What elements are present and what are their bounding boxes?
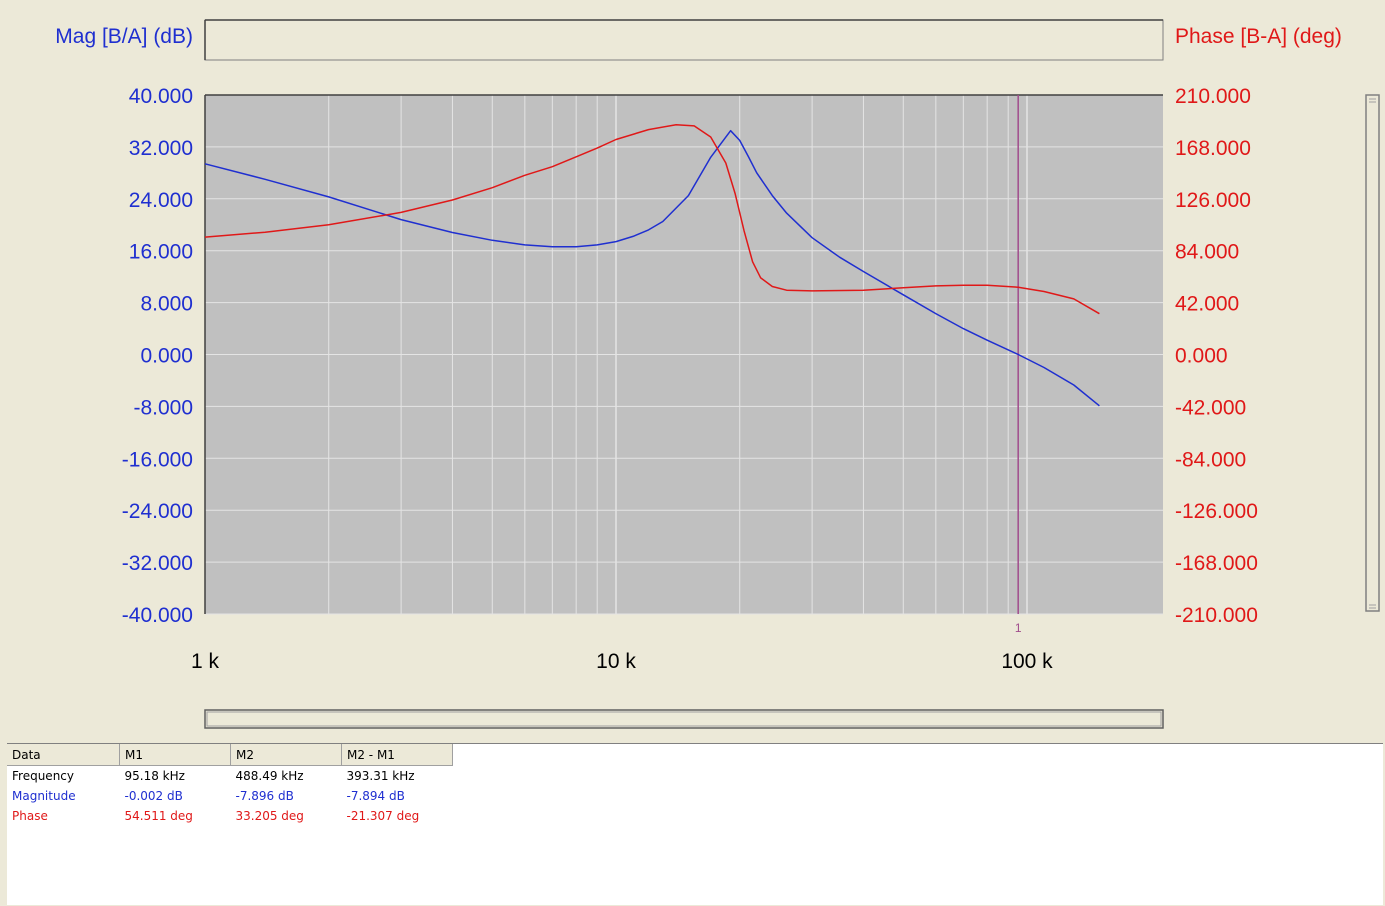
series-line-magnitude <box>204 129 1100 407</box>
header-diff[interactable]: M2 - M1 <box>341 744 453 766</box>
header-data[interactable]: Data <box>7 744 120 766</box>
grid-horizontal <box>205 146 1163 615</box>
row-label: Frequency <box>12 769 74 783</box>
y-left-tick-label: 16.000 <box>129 241 193 264</box>
row-label: Magnitude <box>12 789 76 803</box>
table-row: Frequency 95.18 kHz 488.49 kHz 393.31 kH… <box>7 766 453 787</box>
cell-m2: 488.49 kHz <box>235 769 304 783</box>
cell-m1: 54.511 deg <box>124 809 193 823</box>
header-m2[interactable]: M2 <box>230 744 342 766</box>
y-left-tick-label: 40.000 <box>129 85 193 108</box>
y-left-axis-title: Mag [B/A] (dB) <box>55 25 193 48</box>
table-row: Magnitude -0.002 dB -7.896 dB -7.894 dB <box>7 786 453 806</box>
horizontal-scrollbar-thumb[interactable] <box>206 711 1162 727</box>
y-right-tick-label: -126.000 <box>1175 500 1258 523</box>
series-layer <box>204 123 1100 407</box>
row-label: Phase <box>12 809 48 823</box>
y-left-tick-label: -24.000 <box>122 500 193 523</box>
x-tick-labels: 1 k 10 k 100 k <box>191 650 1053 673</box>
header-m1[interactable]: M1 <box>119 744 231 766</box>
y-right-tick-label: -84.000 <box>1175 448 1246 471</box>
cell-m1: -0.002 dB <box>124 789 183 803</box>
y-left-tick-label: -8.000 <box>133 396 193 419</box>
y-right-tick-labels: 210.000 168.000 126.000 84.000 42.000 0.000 -4… <box>1175 85 1258 627</box>
y-left-tick-label: 24.000 <box>129 189 193 212</box>
x-tick-label: 100 k <box>1001 650 1053 673</box>
vertical-scrollbar[interactable] <box>1365 94 1380 612</box>
cell-m2: 33.205 deg <box>235 809 304 823</box>
marker-data-table: Data M1 M2 M2 - M1 Frequency 95.18 kHz 4… <box>7 744 453 826</box>
y-left-tick-label: 8.000 <box>140 293 193 316</box>
y-right-tick-label: 168.000 <box>1175 137 1251 160</box>
cell-diff: -7.894 dB <box>346 789 405 803</box>
table-row: Phase 54.511 deg 33.205 deg -21.307 deg <box>7 806 453 826</box>
y-left-tick-label: 0.000 <box>140 345 193 368</box>
series-line-phase <box>204 123 1100 315</box>
y-left-tick-label: -32.000 <box>122 552 193 575</box>
y-left-tick-label: -16.000 <box>122 448 193 471</box>
bode-plot: Mag [B/A] (dB) Phase [B-A] (deg) 40.000 3… <box>55 19 1380 729</box>
y-right-tick-label: 84.000 <box>1175 241 1239 264</box>
cell-m2: -7.896 dB <box>235 789 294 803</box>
y-right-tick-label: 126.000 <box>1175 189 1251 212</box>
y-left-tick-label: 32.000 <box>129 137 193 160</box>
y-right-tick-label: 210.000 <box>1175 85 1251 108</box>
cell-m1: 95.18 kHz <box>124 769 185 783</box>
y-right-tick-label: -42.000 <box>1175 396 1246 419</box>
y-right-tick-label: 0.000 <box>1175 345 1228 368</box>
y-right-tick-label: -210.000 <box>1175 604 1258 627</box>
y-right-tick-label: -168.000 <box>1175 552 1258 575</box>
y-right-axis-title: Phase [B-A] (deg) <box>1175 25 1342 48</box>
marker-data-panel: Data M1 M2 M2 - M1 Frequency 95.18 kHz 4… <box>7 743 1383 905</box>
cell-diff: 393.31 kHz <box>346 769 415 783</box>
x-tick-label: 10 k <box>596 650 636 673</box>
y-left-tick-labels: 40.000 32.000 24.000 16.000 8.000 0.000 -8.000… <box>122 85 193 627</box>
y-left-tick-label: -40.000 <box>122 604 193 627</box>
marker-label: 1 <box>1015 621 1022 635</box>
plot-title-box <box>204 19 1164 61</box>
cell-diff: -21.307 deg <box>346 809 420 823</box>
x-tick-label: 1 k <box>191 650 220 673</box>
y-right-tick-label: 42.000 <box>1175 293 1239 316</box>
